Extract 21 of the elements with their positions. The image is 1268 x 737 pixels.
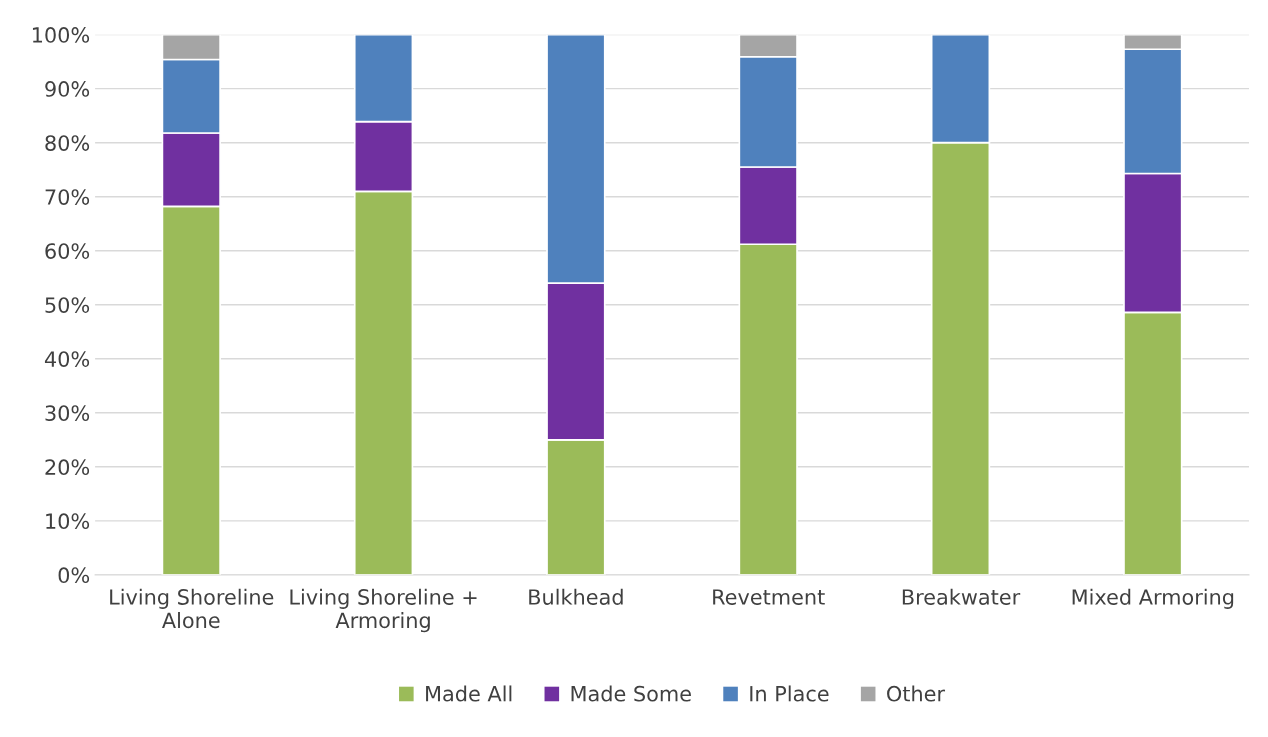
y-tick-label: 80% (45, 135, 90, 151)
legend-label: Made Some (571, 685, 691, 702)
y-tick-label: 90% (45, 81, 90, 97)
x-tick-label: Living Shoreline Alone (110, 588, 274, 629)
x-tick-label: Living Shoreline + Armoring (290, 588, 477, 633)
y-tick-label: 10% (46, 513, 90, 530)
y-tick-label: 60% (45, 243, 90, 259)
y-tick-label: 70% (45, 189, 90, 205)
y-tick-label: 20% (45, 459, 90, 476)
y-tick-label: 30% (45, 405, 90, 421)
y-tick-label: 50% (45, 297, 90, 313)
legend-label: In Place (750, 685, 829, 702)
x-tick-label: Mixed Armoring (1072, 588, 1234, 609)
legend-label: Other (887, 685, 946, 702)
y-tick-label: 100% (32, 27, 90, 43)
y-tick-label: 40% (44, 351, 90, 367)
x-tick-label: Bulkhead (529, 588, 623, 605)
y-tick-label: 0% (58, 567, 90, 584)
legend-label: Made All (426, 685, 512, 702)
x-tick-label: Revetment (713, 589, 825, 605)
x-tick-label: Breakwater (902, 588, 1021, 605)
